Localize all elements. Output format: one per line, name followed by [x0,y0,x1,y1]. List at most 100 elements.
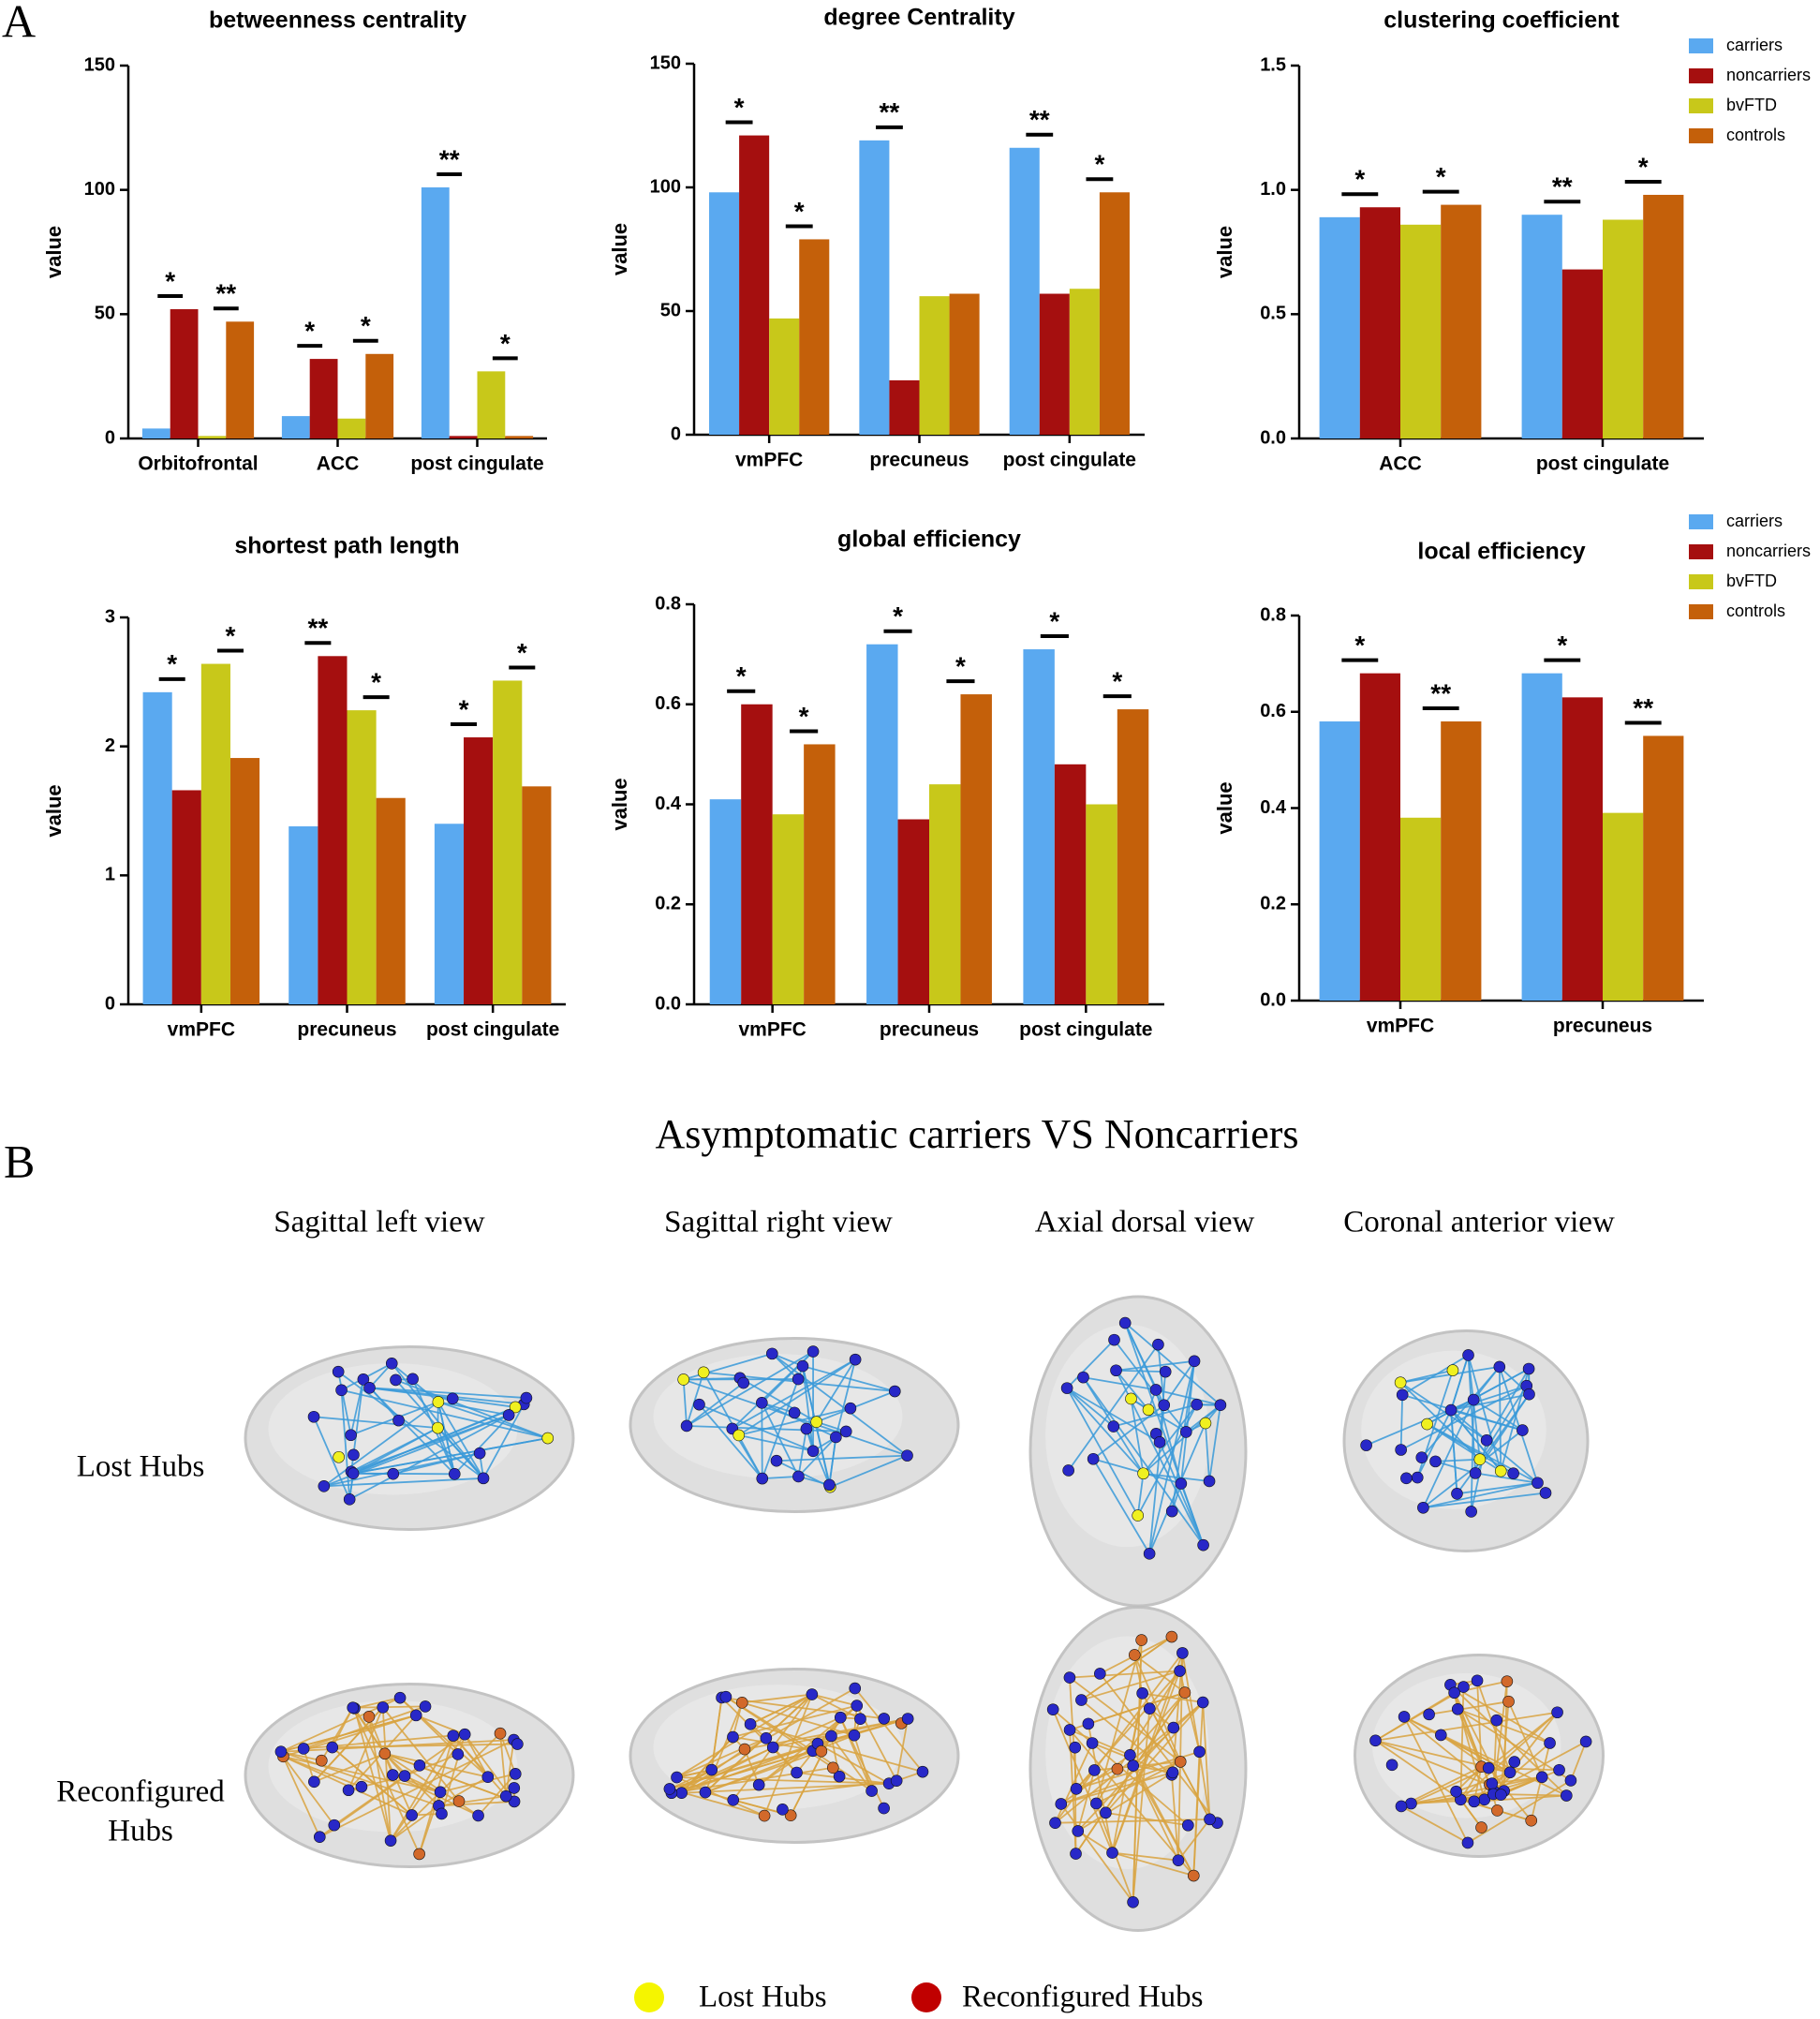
brain-node [390,1373,402,1387]
brain-edge [1177,1819,1211,1862]
significance-label: * [1436,162,1446,191]
bar [1117,709,1149,1004]
chart-title: degree Centrality [823,5,1014,31]
bar [709,799,742,1004]
brain-edge [687,1425,847,1433]
brain-edge [1066,1388,1139,1517]
brain-node [901,1713,914,1725]
brain-node [1471,1674,1484,1687]
brain-node [1415,1451,1428,1464]
brain-edge [280,1750,439,1807]
legend-label: Lost Hubs [699,1981,827,2014]
chart-title: global efficiency [837,527,1021,553]
brain-node [1551,1706,1563,1719]
brain-edge [671,1716,841,1794]
bar [493,680,523,1004]
brain-node [377,1701,390,1714]
brain-view [244,1683,575,1868]
brain-edge [676,1769,712,1778]
brain-edge [437,1775,489,1807]
brain-node [1191,1398,1203,1411]
legend-label: bvFTD [1726,96,1777,114]
x-tick-label: Orbitofrontal [138,453,258,475]
brain-node [1128,1649,1141,1661]
brain-node [387,1467,400,1480]
significance-label: * [1112,666,1122,695]
brain-node [452,1795,466,1807]
view-label: Coronal anterior view [1343,1206,1615,1240]
brain-edge [1399,1381,1487,1442]
y-tick-label: 0.8 [1260,604,1286,625]
bar [804,744,836,1004]
legend-label: controls [1726,601,1785,620]
x-tick-label: ACC [1379,453,1422,475]
brain-node [398,1770,411,1782]
significance-label: * [517,638,527,667]
brain-node [1535,1771,1548,1784]
y-tick-label: 150 [84,54,115,75]
brain-edge [1467,1779,1572,1844]
brain-node [1197,1538,1209,1551]
brain-edge [1054,1769,1096,1824]
brain-node [434,1786,447,1799]
brain-node [1203,1475,1216,1488]
brain-node [878,1713,891,1725]
brain-node [393,1691,407,1704]
brain-edge [332,1746,413,1817]
brain-edge [1116,1359,1195,1372]
brain-edge [1069,1729,1131,1757]
brain-edge [1470,1400,1475,1512]
bar [171,790,201,1004]
brain-edge [817,1743,890,1785]
significance-label: ** [1430,678,1451,707]
brain-edge [1500,1769,1560,1796]
brain-node [1179,1426,1192,1438]
y-tick-label: 1 [105,865,115,885]
bar [1009,147,1040,435]
brain-node [1175,1477,1188,1490]
brain-node [671,1771,683,1784]
brain-edge [738,1434,814,1452]
brain-edge [669,1769,713,1790]
brain-node [699,1786,712,1799]
brain-node [1493,1360,1506,1373]
brain-edge [1180,1483,1205,1546]
brain-node [446,1392,459,1405]
brain-node [677,1373,689,1386]
brain-node [1396,1388,1409,1402]
brain-edge [505,1739,515,1797]
brain-edge [382,1706,460,1803]
chart: shortest path lengthvalue0123vmPFC**prec… [42,533,566,1041]
bar [337,418,366,438]
brain-edge [1403,1715,1511,1774]
brain-edge [1208,1404,1221,1482]
brain-edge [1449,1684,1551,1744]
brain-edge [1104,1701,1204,1814]
brain-edge [682,1379,688,1427]
brain-node [830,1431,842,1444]
legend-swatch [1689,38,1713,53]
legend-label: noncarriers [1726,66,1811,84]
significance-label: * [459,694,469,723]
brain-node [1369,1734,1382,1747]
brain-node [1490,1714,1503,1727]
brain-node [387,1769,399,1781]
bar [170,309,199,438]
brain-node [499,1789,512,1803]
brain-node [1434,1729,1447,1742]
brain-node [796,1359,809,1373]
brain-edge [354,1697,401,1710]
y-tick-label: 0.8 [655,593,681,614]
brain-edge [1083,1376,1157,1391]
brain-node [1100,1806,1112,1819]
brain-edge [1411,1775,1543,1804]
chart: clustering coefficient value 0.0 0.5 1.0 1.5 A… [1213,7,1811,475]
brain-edge [1493,1742,1551,1792]
brain-node [328,1819,341,1832]
brain-edge [1132,1640,1143,1903]
significance-label: * [361,311,371,340]
bar [434,824,465,1004]
brain-edge [381,1707,392,1841]
significance-label: * [226,621,236,650]
brain-node [1494,1464,1507,1477]
